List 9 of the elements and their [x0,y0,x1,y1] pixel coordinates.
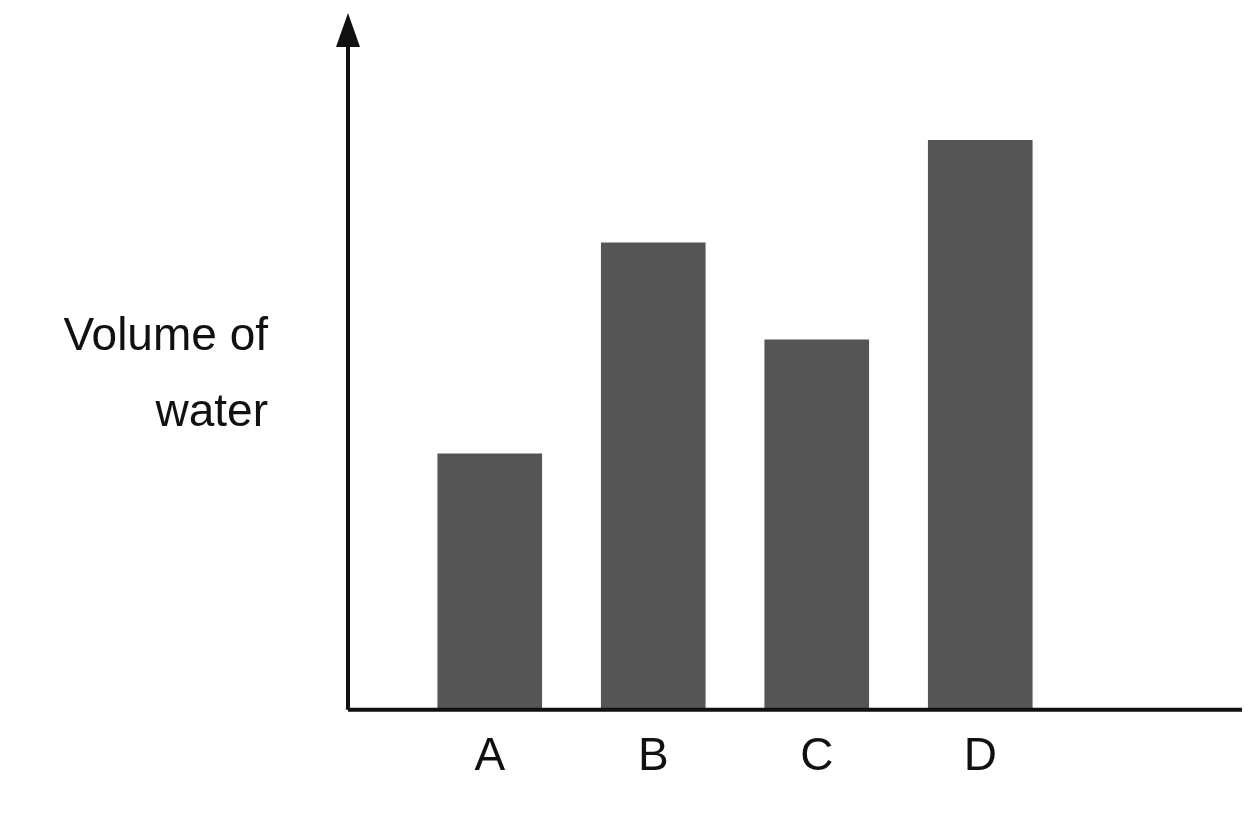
bar [764,339,870,710]
y-axis-title: Volume of water [62,307,268,438]
bar [927,140,1033,710]
bar [600,242,706,710]
bar [437,453,543,710]
x-tick-label: A [474,728,506,781]
x-tick-label: D [963,728,997,781]
x-tick-label: C [800,728,834,781]
x-tick-label: B [637,728,669,781]
